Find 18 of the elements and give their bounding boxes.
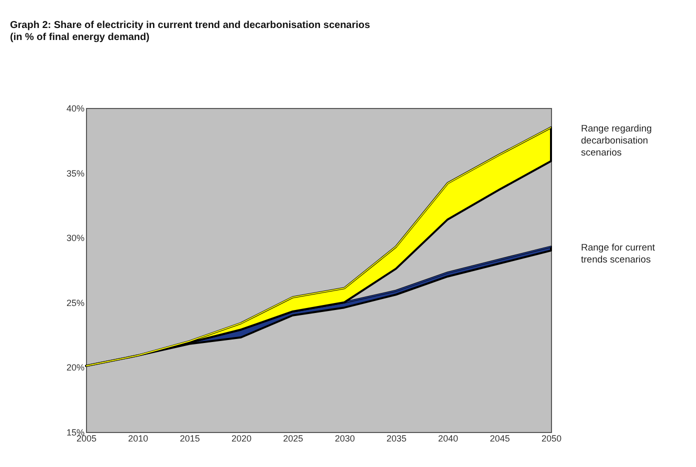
x-tick-label: 2015 <box>180 434 200 444</box>
x-tick-label: 2010 <box>128 434 148 444</box>
y-tick-label: 25% <box>66 298 84 308</box>
text: Range for current trends scenarios <box>581 242 656 266</box>
x-tick-label: 2020 <box>231 434 252 444</box>
chart-subtitle: (in % of final energy demand) <box>10 32 150 43</box>
x-tick-label: 2050 <box>541 434 562 444</box>
y-tick-label: 30% <box>66 233 84 244</box>
y-tick-label: 20% <box>66 362 84 373</box>
x-tick-label: 2040 <box>438 434 458 444</box>
y-tick-label: 40% <box>66 104 84 114</box>
text: Range regarding decarbonisation scenarios <box>581 123 652 158</box>
chart-title: Graph 2: Share of electricity in current trend and decarbonisation scenarios <box>10 20 371 31</box>
y-tick-label: 35% <box>66 168 84 178</box>
x-tick-label: 2025 <box>283 434 304 444</box>
x-tick-label: 2035 <box>386 434 407 444</box>
x-tick-label: 2030 <box>334 434 355 444</box>
x-tick-label: 2045 <box>490 434 510 444</box>
